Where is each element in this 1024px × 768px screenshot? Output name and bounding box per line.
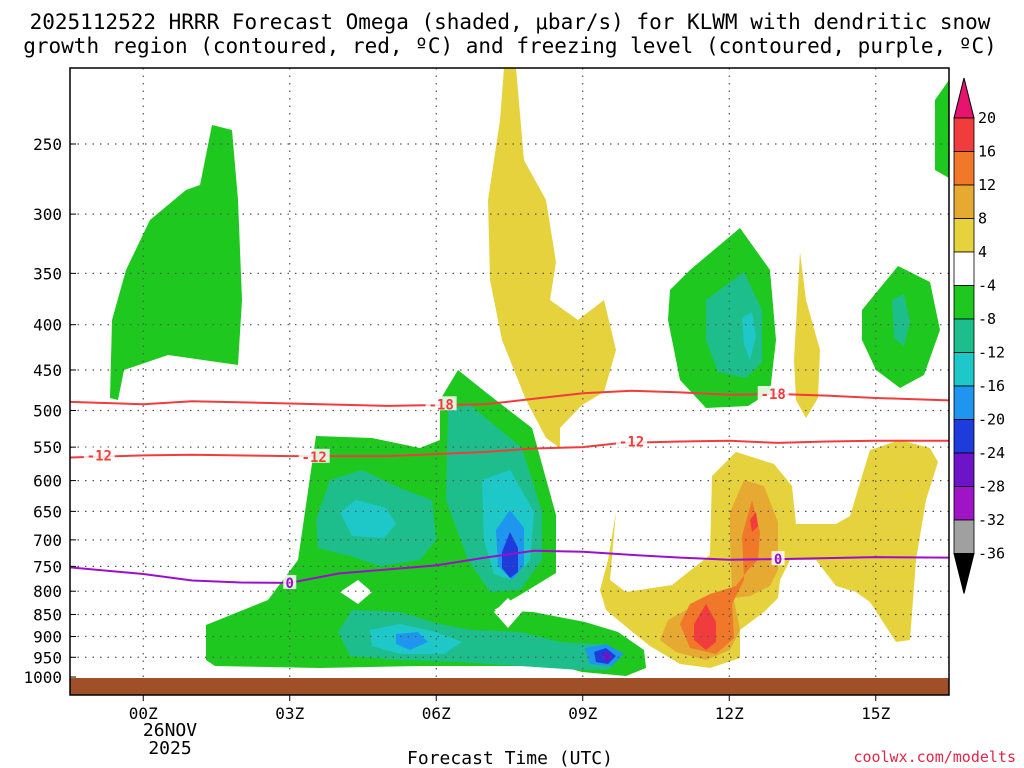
omega-hole-left bbox=[340, 580, 372, 604]
y-tick-label-600: 600 bbox=[33, 472, 62, 491]
title-line-2: growth region (contoured, red, ºC) and f… bbox=[23, 34, 997, 58]
y-tick-label-250: 250 bbox=[33, 135, 62, 154]
y-tick-label-700: 700 bbox=[33, 531, 62, 550]
time-axis: 00Z 03Z 06Z 09Z 12Z 15Z bbox=[129, 695, 891, 723]
colorbar-swatch-1 bbox=[953, 151, 975, 186]
omega-shading bbox=[110, 68, 949, 676]
x-tick-label-12Z: 12Z bbox=[715, 704, 744, 723]
title-line-1: 2025112522 HRRR Forecast Omega (shaded, … bbox=[30, 10, 991, 34]
colorbar-label-12: 12 bbox=[978, 176, 996, 194]
colorbar-swatch-4 bbox=[953, 251, 975, 286]
date-label-line-2: 2025 bbox=[148, 738, 191, 759]
y-tick-label-750: 750 bbox=[33, 557, 62, 576]
colorbar-label-16: 16 bbox=[978, 143, 996, 161]
y-tick-label-850: 850 bbox=[33, 606, 62, 625]
contour-label-bg-0-1 bbox=[771, 551, 785, 566]
contour-line--18-0 bbox=[69, 389, 950, 407]
omega-region-teal-far-right bbox=[892, 294, 910, 346]
colorbar-swatch-3 bbox=[953, 218, 975, 253]
colorbar-swatch-7 bbox=[953, 352, 975, 387]
x-axis-title: Forecast Time (UTC) bbox=[407, 748, 613, 768]
contour-label--18: -18 bbox=[428, 397, 453, 413]
y-tick-label-900: 900 bbox=[33, 627, 62, 646]
contour-label-0: 0 bbox=[286, 576, 294, 592]
colorbar-swatch-11 bbox=[953, 486, 975, 521]
colorbar-swatch-6 bbox=[953, 318, 975, 353]
plot-area: -18 -18 -12 -12 -12 0 0 bbox=[69, 67, 950, 696]
colorbar-swatch-5 bbox=[953, 285, 975, 320]
plot-frame bbox=[69, 67, 950, 696]
contour-label-bg-0-0 bbox=[283, 574, 297, 589]
omega-region-purple-core bbox=[602, 652, 612, 662]
colorbar: 20 16 12 8 4 -4 -8 -12 -16 -20 -24 -28 -32 -36 bbox=[953, 77, 1005, 594]
colorbar-swatch-12 bbox=[953, 519, 975, 554]
y-tick-label-800: 800 bbox=[33, 582, 62, 601]
colorbar-label--28: -28 bbox=[978, 478, 1005, 496]
x-tick-label-00Z: 00Z bbox=[129, 704, 158, 723]
colorbar-label--36: -36 bbox=[978, 545, 1005, 563]
omega-region-yellow-thin-stripe bbox=[794, 252, 820, 418]
date-label-line-1: 26NOV bbox=[143, 720, 197, 741]
credit-link[interactable]: coolwx.com/modelts bbox=[853, 748, 1016, 766]
temperature-contours: -18 -18 -12 -12 -12 0 0 bbox=[69, 386, 950, 592]
y-tick-label-400: 400 bbox=[33, 316, 62, 335]
y-tick-label-950: 950 bbox=[33, 648, 62, 667]
contour-label-bg--18-0 bbox=[425, 396, 457, 411]
colorbar-label--24: -24 bbox=[978, 444, 1005, 462]
colorbar-swatch-2 bbox=[953, 184, 975, 219]
colorbar-label-8: 8 bbox=[978, 210, 987, 228]
pressure-axis: 250 300 350 400 450 500 550 600 650 700 750 800 850 9… bbox=[23, 135, 76, 687]
omega-region-red-small bbox=[750, 512, 758, 532]
x-tick-label-06Z: 06Z bbox=[422, 704, 451, 723]
contour-label-bg--18-1 bbox=[757, 386, 789, 401]
contour-label-bg--12-0 bbox=[83, 447, 115, 462]
colorbar-swatch-9 bbox=[953, 419, 975, 454]
contour-label--12: -12 bbox=[87, 448, 112, 464]
colorbar-label-4: 4 bbox=[978, 243, 987, 261]
y-tick-label-1000: 1000 bbox=[23, 668, 62, 687]
omega-hole-center bbox=[494, 598, 522, 628]
omega-region-cyan-right bbox=[742, 312, 756, 360]
y-tick-label-350: 350 bbox=[33, 264, 62, 283]
omega-region-teal-lower bbox=[338, 610, 620, 670]
omega-region-red-core bbox=[694, 604, 716, 650]
y-tick-label-500: 500 bbox=[33, 402, 62, 421]
contour-label-bg--12-1 bbox=[298, 448, 330, 463]
ground-surface bbox=[70, 678, 949, 695]
contour-label--12: -12 bbox=[302, 450, 327, 466]
colorbar-top-arrow bbox=[953, 77, 975, 119]
colorbar-label--20: -20 bbox=[978, 411, 1005, 429]
x-tick-label-09Z: 09Z bbox=[568, 704, 597, 723]
colorbar-label-20: 20 bbox=[978, 109, 996, 127]
colorbar-swatch-10 bbox=[953, 452, 975, 487]
x-tick-label-15Z: 15Z bbox=[861, 704, 890, 723]
x-tick-label-03Z: 03Z bbox=[275, 704, 304, 723]
contour-label--12: -12 bbox=[619, 435, 644, 451]
colorbar-label--8: -8 bbox=[978, 310, 996, 328]
omega-region-yellow-upper-center bbox=[488, 68, 616, 448]
contour-label-bg--12-2 bbox=[616, 433, 648, 448]
colorbar-bottom-arrow bbox=[953, 553, 975, 594]
contour-line--12-1 bbox=[69, 439, 949, 459]
contour-label--18: -18 bbox=[761, 387, 786, 403]
omega-region-cyan-left bbox=[340, 500, 396, 538]
y-tick-label-650: 650 bbox=[33, 502, 62, 521]
colorbar-label--4: -4 bbox=[978, 277, 996, 295]
colorbar-label--16: -16 bbox=[978, 377, 1005, 395]
y-tick-label-550: 550 bbox=[33, 438, 62, 457]
contour-label-0: 0 bbox=[774, 552, 782, 568]
colorbar-label--12: -12 bbox=[978, 344, 1005, 362]
y-tick-label-300: 300 bbox=[33, 205, 62, 224]
omega-region-lightblue-lower bbox=[396, 632, 428, 650]
colorbar-swatch-0 bbox=[953, 117, 975, 152]
colorbar-swatch-8 bbox=[953, 385, 975, 420]
omega-region-green-top-right-edge bbox=[935, 80, 949, 178]
colorbar-label--32: -32 bbox=[978, 511, 1005, 529]
contour-line-0-2 bbox=[69, 549, 950, 584]
y-tick-label-450: 450 bbox=[33, 361, 62, 380]
